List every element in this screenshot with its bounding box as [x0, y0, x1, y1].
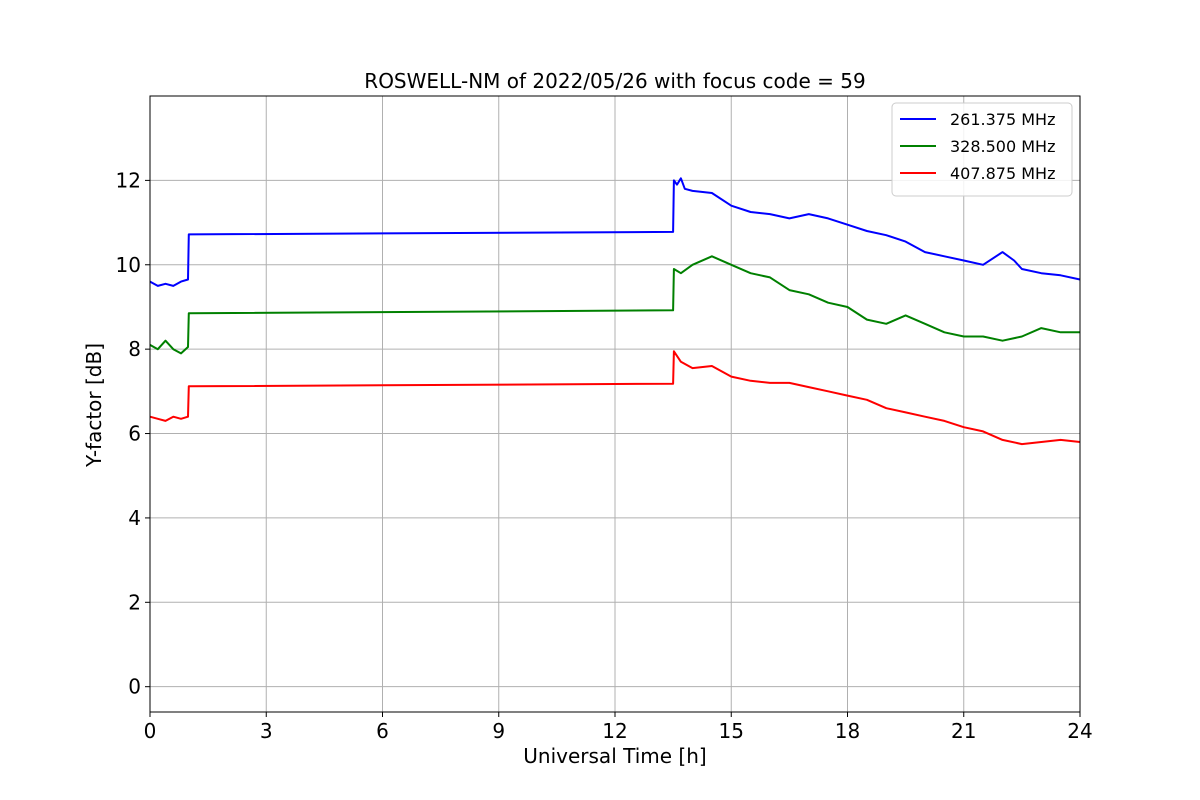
y-tick-label: 0	[128, 675, 141, 699]
legend-label: 261.375 MHz	[950, 110, 1055, 129]
y-tick-label: 2	[128, 590, 141, 614]
x-tick-label: 24	[1067, 719, 1092, 743]
series-line	[149, 255, 1080, 355]
x-tick-label: 6	[376, 719, 389, 743]
y-tick-label: 4	[128, 506, 141, 530]
x-tick-label: 21	[951, 719, 976, 743]
legend-label: 328.500 MHz	[950, 137, 1055, 156]
x-axis-label: Universal Time [h]	[523, 744, 706, 768]
y-tick-label: 6	[128, 422, 141, 446]
legend-label: 407.875 MHz	[950, 164, 1055, 183]
y-axis-label: Y-factor [dB]	[82, 343, 106, 468]
x-tick-label: 0	[144, 719, 157, 743]
y-tick-label: 12	[116, 168, 141, 192]
x-tick-label: 15	[719, 719, 744, 743]
x-tick-label: 18	[835, 719, 860, 743]
x-tick-label: 9	[492, 719, 505, 743]
series-group	[149, 177, 1081, 446]
y-tick-label: 10	[116, 253, 141, 277]
y-tick-label: 8	[128, 337, 141, 361]
chart-title: ROSWELL-NM of 2022/05/26 with focus code…	[364, 69, 865, 93]
legend-box	[891, 102, 1073, 197]
x-tick-label: 12	[602, 719, 627, 743]
series-line	[149, 350, 1081, 446]
series-line	[149, 177, 1081, 287]
legend: 261.375 MHz 328.500 MHz 407.875 MHz	[891, 102, 1073, 197]
x-tick-label: 3	[260, 719, 273, 743]
